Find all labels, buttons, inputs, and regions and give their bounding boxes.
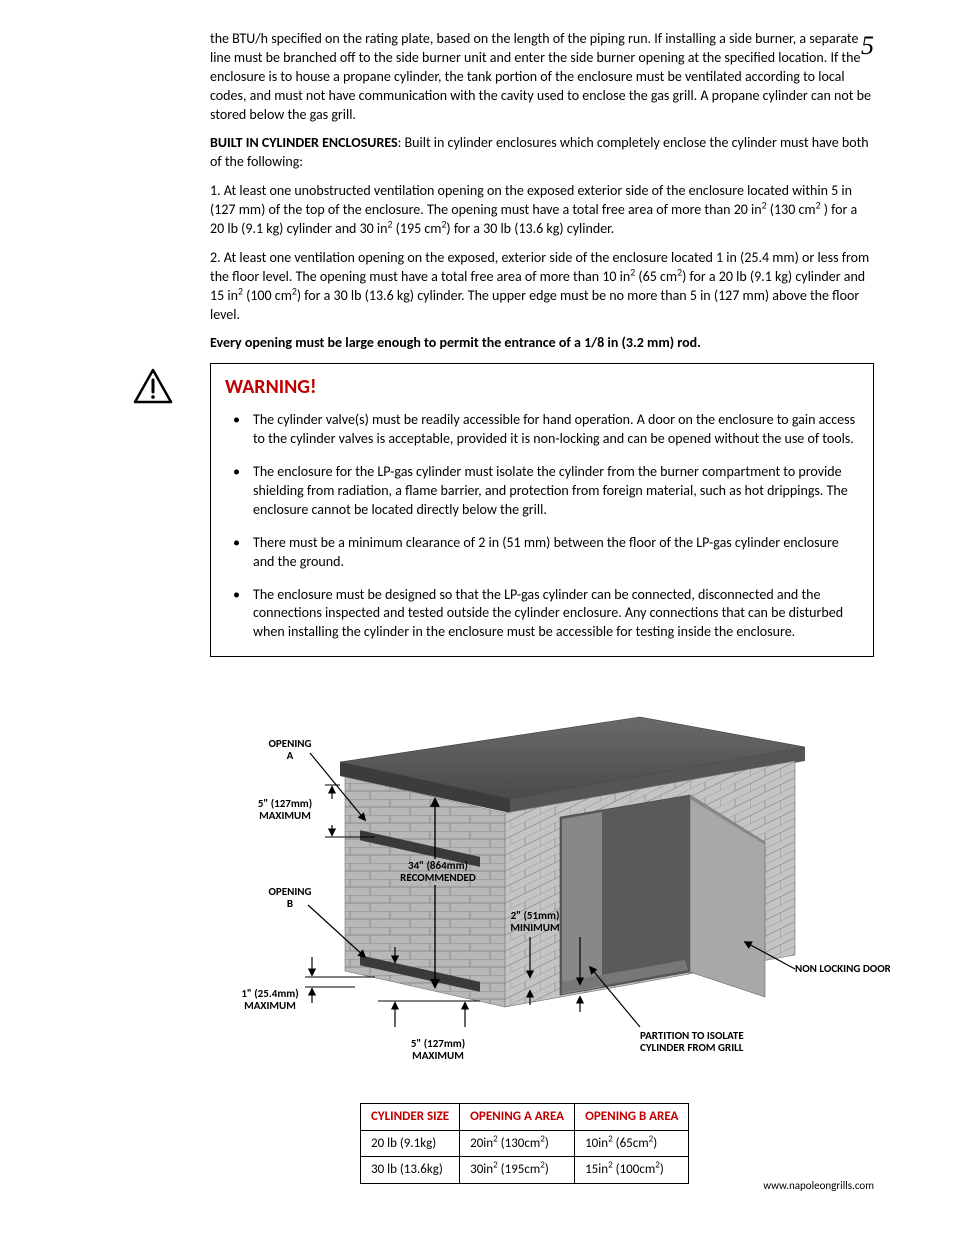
para-rod: Every opening must be large enough to pe… [210,334,874,353]
warning-icon [133,368,173,404]
warning-item: The enclosure for the LP-gas cylinder mu… [225,463,859,520]
para-req2: 2. At least one ventilation opening on t… [210,249,874,325]
th-opening-b: OPENING B AREA [575,1104,689,1131]
svg-text:MAXIMUM: MAXIMUM [244,999,296,1012]
svg-text:CYLINDER FROM GRILL: CYLINDER FROM GRILL [640,1041,744,1054]
cell: 20in2 (130cm2) [460,1130,575,1157]
footer-url: www.napoleongrills.com [763,1179,874,1194]
para-enclosures: BUILT IN CYLINDER ENCLOSURES: Built in c… [210,134,874,172]
spec-table-wrap: CYLINDER SIZE OPENING A AREA OPENING B A… [360,1103,874,1184]
table-row: 30 lb (13.6kg) 30in2 (195cm2) 15in2 (100… [361,1157,689,1184]
table-row: 20 lb (9.1kg) 20in2 (130cm2) 10in2 (65cm… [361,1130,689,1157]
svg-text:MAXIMUM: MAXIMUM [259,809,311,822]
body-text: the BTU/h specified on the rating plate,… [210,30,874,657]
cell: 30 lb (13.6kg) [361,1157,460,1184]
svg-text:MAXIMUM: MAXIMUM [412,1049,464,1062]
enclosure-diagram: OPENING A 5" (127mm) MAXIMUM OPENING B 1… [210,687,890,1087]
warning-box: WARNING! The cylinder valve(s) must be r… [210,363,874,657]
svg-text:MINIMUM: MINIMUM [510,921,559,934]
cell: 30in2 (195cm2) [460,1157,575,1184]
svg-text:NON LOCKING DOOR: NON LOCKING DOOR [795,962,890,975]
page-number: 5 [861,28,874,63]
cell: 10in2 (65cm2) [575,1130,689,1157]
warning-item: The enclosure must be designed so that t… [225,586,859,643]
spec-table: CYLINDER SIZE OPENING A AREA OPENING B A… [360,1103,689,1184]
lead-bold: BUILT IN CYLINDER ENCLOSURES [210,134,398,151]
cell: 20 lb (9.1kg) [361,1130,460,1157]
para-intro: the BTU/h specified on the rating plate,… [210,30,874,124]
th-cylinder: CYLINDER SIZE [361,1104,460,1131]
warning-item: There must be a minimum clearance of 2 i… [225,534,859,572]
cell: 15in2 (100cm2) [575,1157,689,1184]
th-opening-a: OPENING A AREA [460,1104,575,1131]
para-req1: 1. At least one unobstructed ventilation… [210,182,874,239]
svg-text:RECOMMENDED: RECOMMENDED [400,871,476,884]
svg-text:B: B [287,897,293,910]
warning-title: WARNING! [225,374,859,401]
warning-list: The cylinder valve(s) must be readily ac… [225,411,859,642]
svg-text:A: A [287,749,294,762]
warning-item: The cylinder valve(s) must be readily ac… [225,411,859,449]
